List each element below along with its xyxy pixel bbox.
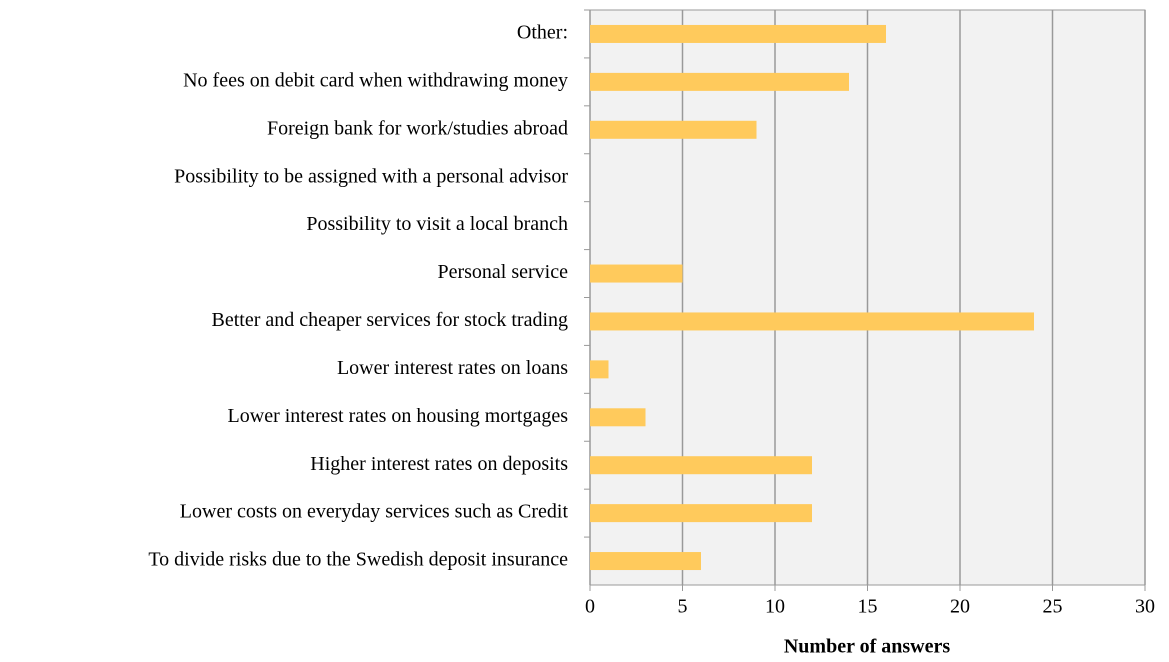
x-tick-label: 0 (585, 596, 595, 618)
y-tick-label: Lower costs on everyday services such as… (180, 501, 569, 523)
y-tick-label: Personal service (437, 261, 568, 283)
x-tick-label: 20 (950, 596, 970, 618)
x-axis-title: Number of answers (784, 636, 951, 658)
y-tick-label: No fees on debit card when withdrawing m… (183, 69, 568, 91)
y-tick-label: Lower interest rates on loans (337, 357, 568, 379)
bar (590, 504, 812, 523)
bar (590, 24, 886, 43)
x-tick-label: 5 (678, 596, 688, 618)
y-tick-label: Better and cheaper services for stock tr… (211, 309, 568, 331)
bar (590, 120, 757, 139)
y-tick-label: To divide risks due to the Swedish depos… (148, 549, 568, 571)
bar (590, 72, 849, 91)
bar (590, 552, 701, 571)
y-tick-label: Higher interest rates on deposits (310, 453, 568, 475)
x-tick-label: 30 (1135, 596, 1155, 618)
y-tick-label: Lower interest rates on housing mortgage… (228, 405, 569, 427)
y-tick-label: Other: (517, 22, 568, 44)
x-tick-label: 25 (1043, 596, 1063, 618)
bar (590, 312, 1034, 331)
bar (590, 360, 609, 379)
y-tick-label: Foreign bank for work/studies abroad (267, 117, 568, 139)
bar (590, 264, 683, 283)
x-tick-label: 10 (765, 596, 785, 618)
y-tick-label: Possibility to be assigned with a person… (174, 165, 568, 187)
bar (590, 456, 812, 475)
y-tick-label: Possibility to visit a local branch (306, 213, 568, 235)
bar (590, 408, 646, 427)
x-tick-label: 15 (858, 596, 878, 618)
